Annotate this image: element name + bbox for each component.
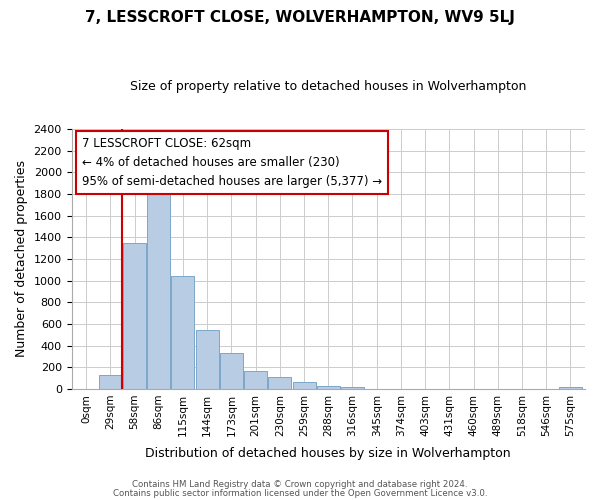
Bar <box>559 388 582 389</box>
Bar <box>147 188 170 389</box>
Text: Contains HM Land Registry data © Crown copyright and database right 2024.: Contains HM Land Registry data © Crown c… <box>132 480 468 489</box>
Text: Contains public sector information licensed under the Open Government Licence v3: Contains public sector information licen… <box>113 489 487 498</box>
Bar <box>244 371 267 389</box>
Text: 7, LESSCROFT CLOSE, WOLVERHAMPTON, WV9 5LJ: 7, LESSCROFT CLOSE, WOLVERHAMPTON, WV9 5… <box>85 10 515 25</box>
Bar <box>123 242 146 389</box>
Bar <box>293 382 316 389</box>
Title: Size of property relative to detached houses in Wolverhampton: Size of property relative to detached ho… <box>130 80 526 93</box>
Y-axis label: Number of detached properties: Number of detached properties <box>15 160 28 358</box>
Bar <box>317 386 340 389</box>
Text: 7 LESSCROFT CLOSE: 62sqm
← 4% of detached houses are smaller (230)
95% of semi-d: 7 LESSCROFT CLOSE: 62sqm ← 4% of detache… <box>82 136 382 188</box>
Bar <box>341 386 364 389</box>
Bar <box>268 377 292 389</box>
Bar <box>220 353 243 389</box>
Bar <box>196 330 218 389</box>
Bar <box>99 375 122 389</box>
X-axis label: Distribution of detached houses by size in Wolverhampton: Distribution of detached houses by size … <box>145 447 511 460</box>
Bar <box>172 276 194 389</box>
